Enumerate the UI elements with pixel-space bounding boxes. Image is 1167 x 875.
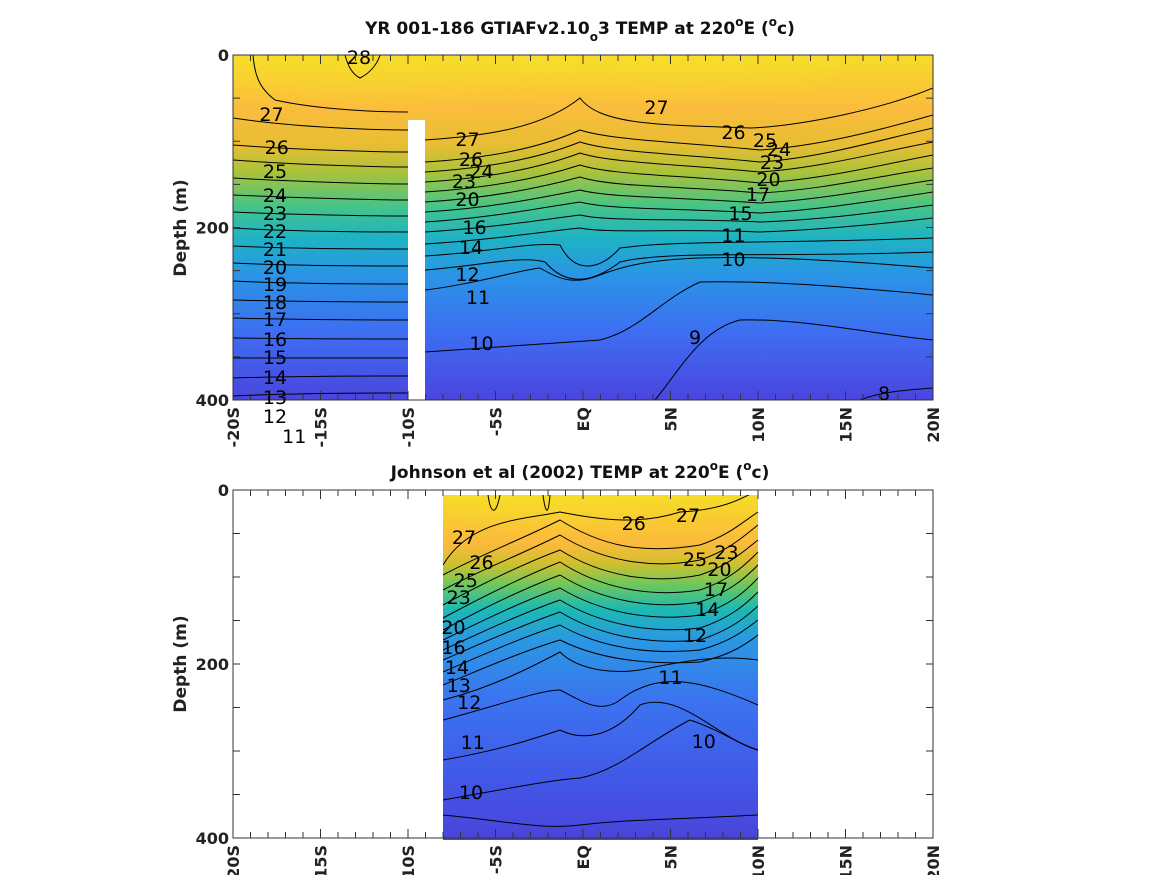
chart2-contour-label: 16 <box>441 637 465 659</box>
chart2-contour-label: 27 <box>676 505 700 527</box>
chart1-field <box>233 55 933 400</box>
chart2-contour-label: 10 <box>459 782 483 804</box>
chart2-x-tick-label: 15N <box>837 845 856 875</box>
chart1-contour-label: 17 <box>263 309 287 331</box>
chart1-contour-label: 17 <box>746 184 770 206</box>
chart2-contour-label: 14 <box>445 657 469 679</box>
chart1-x-tick-label: 15N <box>837 407 856 443</box>
chart1-axes: -20S -15S -10S -5S EQ 5N 10N 15N 20N 0 200 400 <box>196 46 943 447</box>
chart2-x-tick-label: -10S <box>399 845 418 875</box>
chart2-contour-label: 23 <box>447 587 471 609</box>
chart2-field <box>443 495 758 840</box>
chart1-contour-label: 16 <box>263 329 287 351</box>
chart1-contour-label: 13 <box>263 387 287 409</box>
chart1-x-tick-label: -10S <box>399 407 418 447</box>
chart2-contour-label: 10 <box>692 731 716 753</box>
chart2-contour-label: 11 <box>658 667 682 689</box>
chart1-contour-label: 28 <box>347 47 371 69</box>
chart1-contour-label: 20 <box>756 169 780 191</box>
chart2-axes: -20S -15S -10S -5S EQ 5N 10N 15N 20N 0 200 400 <box>196 481 943 875</box>
chart2-x-tick-label: 5N <box>662 845 681 870</box>
chart2-x-tick-label: 10N <box>749 845 768 875</box>
chart1-contour-label: 24 <box>469 161 493 183</box>
chart1-x-tick-label: -15S <box>312 407 331 447</box>
chart2-contour-label: 12 <box>457 692 481 714</box>
chart2-x-tick-label: EQ <box>574 845 593 870</box>
chart2-x-tick-label: -5S <box>487 845 506 874</box>
chart2-contour-label: 26 <box>622 513 646 535</box>
chart1-y-tick-label: 0 <box>218 46 229 65</box>
chart1-contour-label: 11 <box>721 225 745 247</box>
chart2-contour-label: 14 <box>695 599 719 621</box>
chart1-contour-label: 26 <box>721 122 745 144</box>
chart1-contour-label: 27 <box>455 129 479 151</box>
chart1-y-tick-label: 200 <box>196 219 229 238</box>
chart2-x-tick-label: 20N <box>924 845 943 875</box>
chart1-contour-label: 14 <box>263 367 287 389</box>
chart2-contour-label: 23 <box>714 542 738 564</box>
chart1-contour-label: 22 <box>263 221 287 243</box>
chart1-contour-label: 20 <box>263 257 287 279</box>
chart2-contour-label: 17 <box>704 579 728 601</box>
chart1-contour-label: 20 <box>455 189 479 211</box>
chart1-contour-label: 11 <box>282 426 306 448</box>
chart2-contour-label: 26 <box>469 552 493 574</box>
chart2-contour-label: 25 <box>454 570 478 592</box>
chart2-contour-label: 20 <box>441 617 465 639</box>
chart1-x-tick-label: EQ <box>574 407 593 432</box>
chart1-x-tick-label: -20S <box>224 407 243 447</box>
chart2-y-tick-label: 0 <box>218 481 229 500</box>
chart1-contour-label: 24 <box>767 139 791 161</box>
chart2-title: Johnson et al (2002) TEMP at 220oE (oc) <box>390 459 770 483</box>
chart1-contour-label: 16 <box>462 217 486 239</box>
chart1-x-tick-label: -5S <box>487 407 506 436</box>
chart1-contour-label: 23 <box>263 203 287 225</box>
chart1-x-tick-label: 10N <box>749 407 768 443</box>
chart2-contour-label: 27 <box>452 527 476 549</box>
chart1-masked-column <box>408 120 425 400</box>
chart2-y-tick-label: 400 <box>196 829 229 848</box>
chart1-x-tick-label: 20N <box>924 407 943 443</box>
chart2-x-tick-label: -15S <box>312 845 331 875</box>
chart1-contour-label: 10 <box>469 333 493 355</box>
chart1-contour-label: 23 <box>760 152 784 174</box>
chart1-title: YR 001-186 GTIAFv2.10o3 TEMP at 220oE (o… <box>364 15 795 44</box>
chart2-y-tick-label: 200 <box>196 655 229 674</box>
chart1-contour-label: 25 <box>263 161 287 183</box>
chart1-contour-label: 24 <box>263 185 287 207</box>
chart1-ylabel: Depth (m) <box>171 179 191 276</box>
chart1-contour-label: 26 <box>265 137 289 159</box>
chart1-contour-label: 15 <box>728 203 752 225</box>
chart1-y-tick-label: 400 <box>196 391 229 410</box>
chart1-contour-label: 21 <box>263 239 287 261</box>
chart1-contour-label: 18 <box>263 292 287 314</box>
chart1-contour-label: 8 <box>878 383 890 405</box>
chart2-contour-label: 25 <box>683 549 707 571</box>
chart1-contour-label: 26 <box>459 149 483 171</box>
chart2-contour-label: 12 <box>683 625 707 647</box>
chart1-contour-label: 10 <box>721 249 745 271</box>
chart1-contour-label: 19 <box>263 274 287 296</box>
chart1-contour-label: 9 <box>689 327 701 349</box>
chart1-contour-label: 25 <box>753 130 777 152</box>
chart1-contour-label: 12 <box>455 264 479 286</box>
chart2-contour-label: 11 <box>461 732 485 754</box>
chart1-x-tick-label: 5N <box>662 407 681 432</box>
chart2-ylabel: Depth (m) <box>171 615 191 712</box>
chart1-contour-label: 12 <box>263 406 287 428</box>
chart1-contour-label: 15 <box>263 347 287 369</box>
chart1-contour-labels: 2728262524232221201918171615141312112726… <box>259 47 890 448</box>
chart1-contour-label: 11 <box>466 287 490 309</box>
chart1-contour-label: 23 <box>452 171 476 193</box>
chart2-contour-label: 13 <box>447 675 471 697</box>
chart1-contour-label: 27 <box>259 104 283 126</box>
chart1-contour-label: 14 <box>459 237 483 259</box>
chart2-x-tick-label: -20S <box>224 845 243 875</box>
chart1-contour-label: 27 <box>644 97 668 119</box>
chart2-contour-label: 20 <box>707 559 731 581</box>
